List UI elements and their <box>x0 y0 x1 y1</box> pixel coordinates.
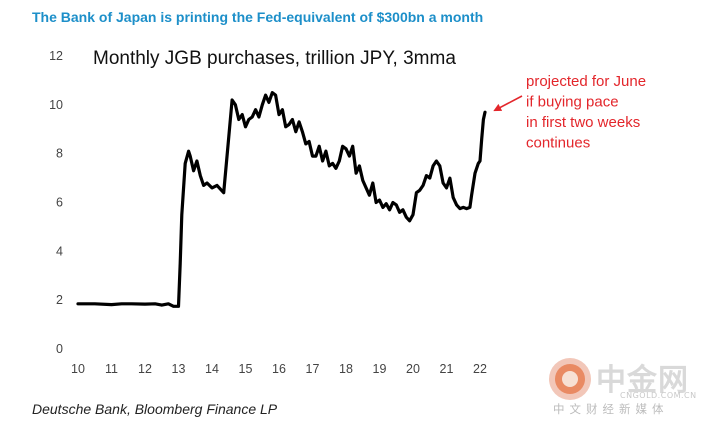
x-tick-label: 16 <box>272 362 286 376</box>
x-tick-label: 18 <box>339 362 353 376</box>
annotation-line: if buying pace <box>526 94 619 111</box>
x-tick-label: 11 <box>105 362 118 376</box>
y-axis-ticks: 0 2 4 6 8 10 12 <box>49 49 63 356</box>
x-tick-label: 14 <box>205 362 219 376</box>
y-tick-label: 4 <box>56 244 63 258</box>
x-tick-label: 12 <box>138 362 152 376</box>
x-tick-label: 13 <box>172 362 186 376</box>
annotation: projected for June if buying pace in first… <box>493 73 646 152</box>
x-tick-label: 17 <box>306 362 320 376</box>
y-tick-label: 6 <box>56 196 63 210</box>
series-line <box>76 91 487 308</box>
annotation-line: in first two weeks <box>526 114 640 131</box>
chart-title: Monthly JGB purchases, trillion JPY, 3mm… <box>93 48 456 69</box>
y-tick-label: 8 <box>56 147 63 161</box>
annotation-line: continues <box>526 135 590 152</box>
y-tick-label: 12 <box>49 49 63 63</box>
x-tick-label: 19 <box>373 362 387 376</box>
x-axis-ticks: 10 11 12 13 14 15 16 17 18 19 20 21 22 <box>71 362 487 376</box>
x-tick-label: 20 <box>406 362 420 376</box>
x-tick-label: 10 <box>71 362 85 376</box>
headline: The Bank of Japan is printing the Fed-eq… <box>32 9 484 25</box>
y-tick-label: 2 <box>56 293 63 307</box>
annotation-line: projected for June <box>526 73 646 90</box>
coin-logo-icon <box>549 358 591 400</box>
y-tick-label: 10 <box>49 98 63 112</box>
annotation-arrow <box>493 95 523 112</box>
source-note: Deutsche Bank, Bloomberg Finance LP <box>32 401 278 417</box>
series-group <box>76 91 487 308</box>
watermark-domain: CNGOLD.COM.CN <box>620 391 697 400</box>
watermark: 中金网 CNGOLD.COM.CN 中文财经新媒体 <box>548 355 698 417</box>
x-tick-label: 15 <box>239 362 253 376</box>
x-tick-label: 21 <box>440 362 454 376</box>
y-tick-label: 0 <box>56 342 63 356</box>
x-tick-label: 22 <box>473 362 487 376</box>
watermark-tagline: 中文财经新媒体 <box>553 402 669 416</box>
watermark-name: 中金网 <box>596 363 689 398</box>
